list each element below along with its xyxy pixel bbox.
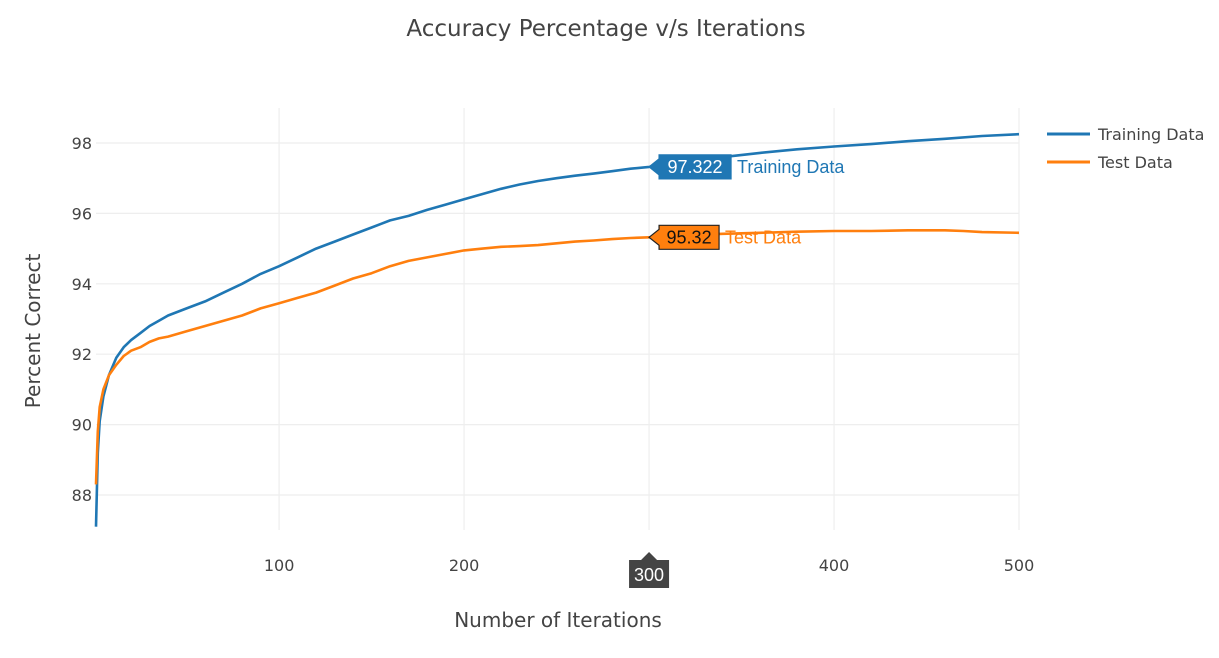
x-axis-ticks: 100 200 400 500	[264, 556, 1034, 575]
y-tick-label: 96	[72, 204, 92, 223]
grid-lines	[96, 108, 1020, 530]
hover-value: 97.322	[668, 157, 723, 177]
hover-series-name: Test Data	[725, 227, 802, 247]
hover-value: 95.32	[667, 227, 712, 247]
hover-label-box	[648, 224, 720, 250]
series-lines[interactable]	[94, 132, 1020, 527]
hover-label-box	[648, 154, 732, 180]
legend-item-training-data[interactable]: Training Data	[1047, 125, 1204, 144]
y-tick-label: 92	[72, 345, 92, 364]
legend-label: Training Data	[1097, 125, 1204, 144]
x-tick-label: 200	[449, 556, 480, 575]
y-tick-label: 98	[72, 134, 92, 153]
y-axis-title: Percent Correct	[21, 254, 45, 409]
x-tick-label: 500	[1004, 556, 1035, 575]
chart-title: Accuracy Percentage v/s Iterations	[406, 16, 805, 42]
legend-label: Test Data	[1097, 153, 1173, 172]
y-tick-label: 90	[72, 416, 92, 435]
hover-labels: 97.322 Training Data 95.32 Test Data 300	[629, 154, 845, 588]
x-axis-title: Number of Iterations	[454, 608, 662, 632]
x-tick-label: 100	[264, 556, 295, 575]
x-tick-label: 400	[819, 556, 850, 575]
y-axis-ticks: 88 90 92 94 96 98	[72, 134, 92, 505]
y-tick-label: 94	[72, 275, 92, 294]
legend-item-test-data[interactable]: Test Data	[1047, 153, 1173, 172]
legend[interactable]: Training Data Test Data	[1047, 125, 1204, 172]
x-hover-spike-box	[629, 552, 670, 588]
hover-series-name: Training Data	[737, 157, 845, 177]
series-line-training-data[interactable]	[94, 132, 1020, 527]
x-hover-spike-label: 300	[634, 565, 664, 585]
series-line-test-data[interactable]	[94, 229, 1020, 485]
y-tick-label: 88	[72, 486, 92, 505]
